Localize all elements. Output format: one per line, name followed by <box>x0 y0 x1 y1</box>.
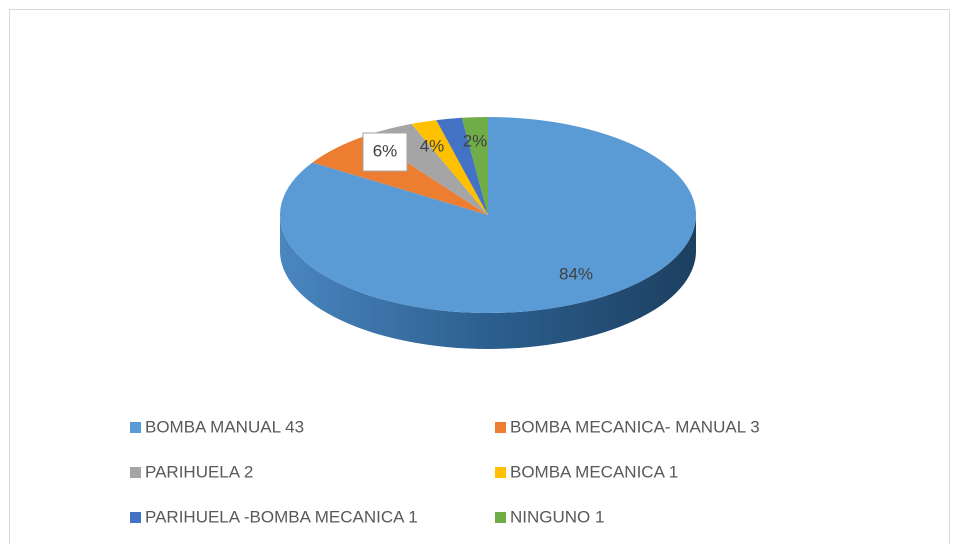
pie-slice <box>461 117 488 215</box>
data-label-box <box>362 132 408 172</box>
data-label: 6% <box>373 141 398 160</box>
pie-slice <box>279 117 696 313</box>
data-label: 4% <box>420 136 445 155</box>
legend-swatch <box>130 467 141 478</box>
legend-swatch <box>495 512 506 523</box>
pie-slice <box>436 117 488 215</box>
legend-label: BOMBA MECANICA 1 <box>510 462 678 481</box>
legend-label: PARIHUELA 2 <box>145 462 253 481</box>
data-label: 84% <box>559 264 593 283</box>
legend-swatch <box>495 467 506 478</box>
pie-slice <box>411 120 488 215</box>
legend-label: BOMBA MECANICA- MANUAL 3 <box>510 417 760 436</box>
legend-label: NINGUNO 1 <box>510 507 604 526</box>
pie-slice <box>312 135 488 215</box>
legend-label: BOMBA MANUAL 43 <box>145 417 304 436</box>
pie-side <box>280 215 696 349</box>
legend-label: PARIHUELA -BOMBA MECANICA 1 <box>145 507 418 526</box>
legend-swatch <box>130 512 141 523</box>
data-label: 2% <box>463 131 488 150</box>
legend-swatch <box>495 422 506 433</box>
legend-swatch <box>130 422 141 433</box>
